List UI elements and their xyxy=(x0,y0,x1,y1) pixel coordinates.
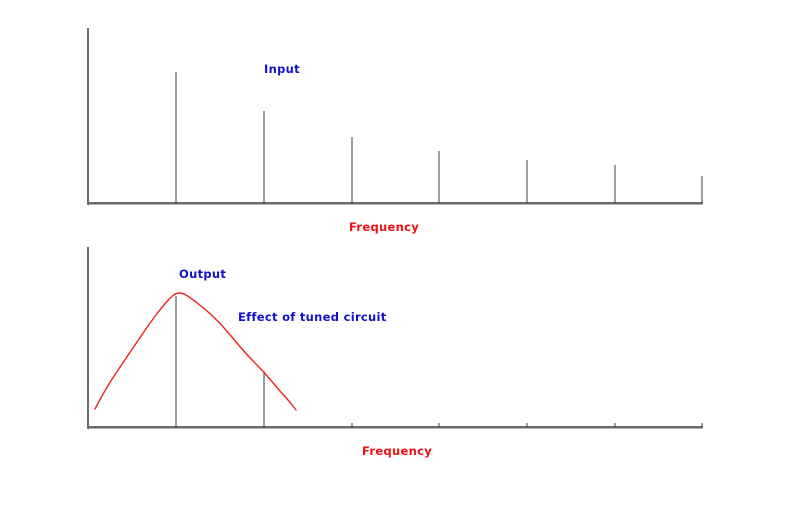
input-spectrum-label: Input xyxy=(264,62,300,76)
tuned-circuit-annotation: Effect of tuned circuit xyxy=(238,310,387,324)
tuned-circuit-response-curve xyxy=(94,292,297,411)
frequency-axis-label-bottom: Frequency xyxy=(362,444,433,458)
output-spectrum-label: Output xyxy=(179,267,227,281)
frequency-axis-label-top: Frequency xyxy=(349,220,420,234)
